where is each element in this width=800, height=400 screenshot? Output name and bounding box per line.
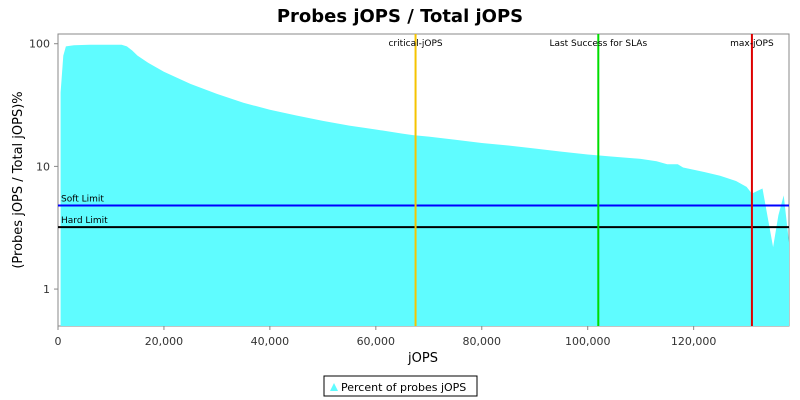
threshold-label-0: Soft Limit <box>61 194 104 204</box>
x-tick-label: 40,000 <box>251 335 290 348</box>
y-tick-label: 100 <box>29 38 50 51</box>
x-tick-label: 120,000 <box>671 335 717 348</box>
legend-swatch-icon <box>330 383 338 391</box>
marker-label-1: Last Success for SLAs <box>549 39 647 49</box>
x-tick-label: 20,000 <box>145 335 184 348</box>
y-axis-label: (Probes jOPS / Total jOPS)% <box>11 91 26 268</box>
x-tick-label: 0 <box>55 335 62 348</box>
area-series-0 <box>60 44 790 327</box>
x-axis-label: jOPS <box>407 351 438 366</box>
marker-label-0: critical-jOPS <box>388 39 442 49</box>
legend-box <box>323 375 478 397</box>
vertical-lines: critical-jOPS Last Success for SLAs max-jO… <box>388 34 774 326</box>
y-tick-label: 1 <box>43 283 50 296</box>
x-tick-label: 100,000 <box>565 335 611 348</box>
horizontal-lines: Soft Limit Hard Limit <box>58 194 789 229</box>
chart-title: Probes jOPS / Total jOPS <box>277 6 523 27</box>
x-axis: 0 20,000 40,000 60,000 80,000 100,000 120,000 <box>55 326 717 348</box>
x-tick-label: 80,000 <box>463 335 502 348</box>
y-axis: 1 10 100 <box>29 38 58 296</box>
x-tick-label: 60,000 <box>357 335 396 348</box>
legend-entry: Percent of probes jOPS <box>341 381 466 394</box>
y-tick-label: 10 <box>36 160 50 173</box>
legend: Percent of probes jOPS <box>323 375 478 397</box>
marker-label-2: max-jOPS <box>730 39 774 49</box>
area-layer <box>60 44 790 327</box>
threshold-label-1: Hard Limit <box>61 216 108 226</box>
